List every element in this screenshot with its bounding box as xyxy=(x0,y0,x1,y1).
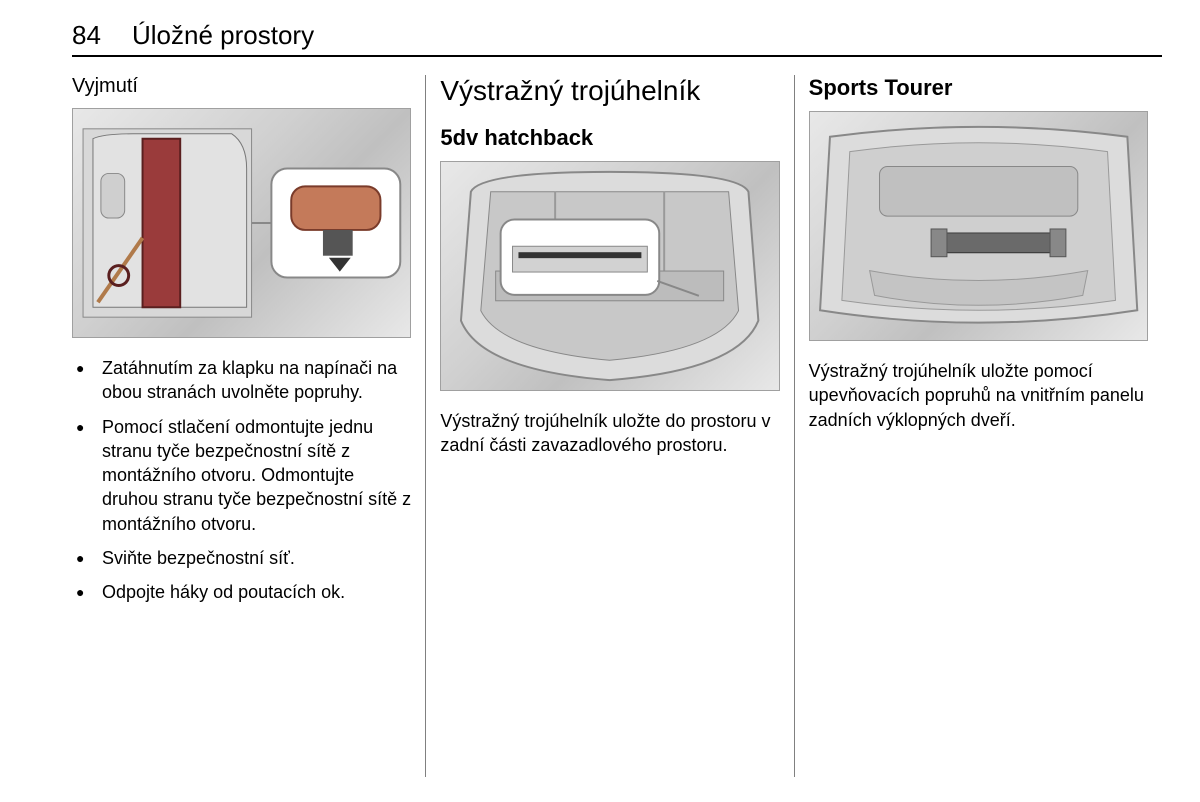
col2-paragraph: Výstražný trojúhelník uložte do prostoru… xyxy=(440,409,779,458)
page-header: 84 Úložné prostory xyxy=(72,20,1162,57)
list-item: Pomocí stlačení odmontujte jednu stranu … xyxy=(72,415,411,536)
col1-bullet-list: Zatáhnutím za klapku na napínači na obou… xyxy=(72,356,411,605)
content-columns: Vyjmutí xyxy=(72,75,1162,777)
column-1: Vyjmutí xyxy=(72,75,426,777)
hatchback-svg xyxy=(441,162,778,390)
illustration-sports-tourer-tailgate xyxy=(809,111,1148,341)
col2-subheading: 5dv hatchback xyxy=(440,125,779,151)
list-item: Zatáhnutím za klapku na napínači na obou… xyxy=(72,356,411,405)
list-item: Sviňte bezpečnostní síť. xyxy=(72,546,411,570)
col3-subheading: Sports Tourer xyxy=(809,75,1148,101)
col3-paragraph: Výstražný trojúhelník uložte pomocí upev… xyxy=(809,359,1148,432)
col2-heading: Výstražný trojúhelník xyxy=(440,75,779,107)
tourer-svg xyxy=(810,112,1147,340)
page-number: 84 xyxy=(72,20,132,51)
manual-page: 84 Úložné prostory Vyjmutí xyxy=(0,0,1200,802)
col1-subheading: Vyjmutí xyxy=(72,75,411,98)
section-title: Úložné prostory xyxy=(132,20,314,51)
list-item: Odpojte háky od poutacích ok. xyxy=(72,580,411,604)
column-3: Sports Tourer Výstražný trojúhelník ulož… xyxy=(809,75,1162,777)
column-2: Výstražný trojúhelník 5dv hatchback xyxy=(440,75,794,777)
illustration-hatchback-trunk xyxy=(440,161,779,391)
safety-net-svg xyxy=(73,109,410,337)
illustration-safety-net xyxy=(72,108,411,338)
